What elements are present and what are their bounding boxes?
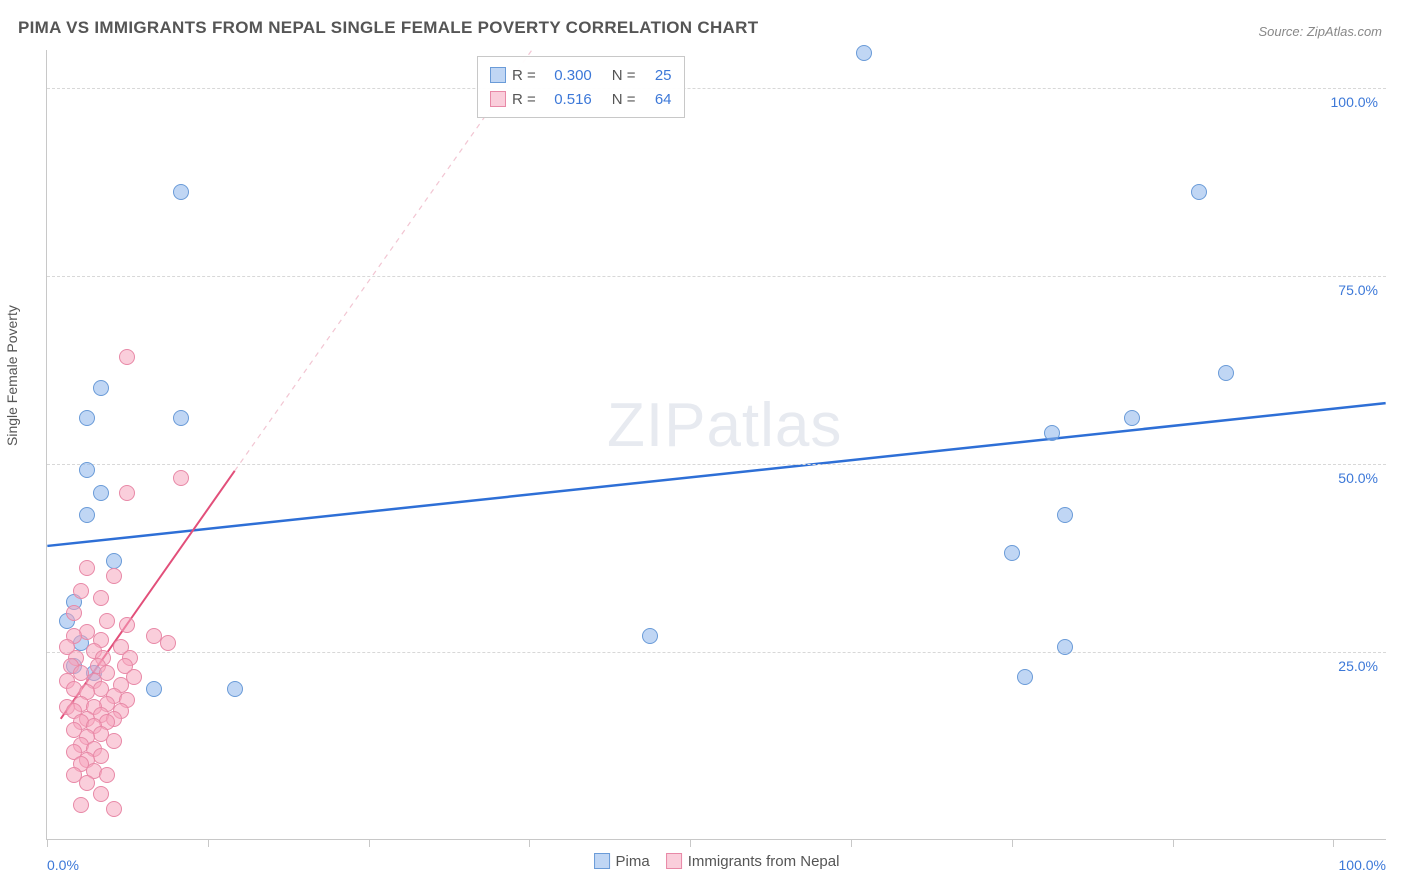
scatter-point [93, 786, 109, 802]
scatter-point [1191, 184, 1207, 200]
scatter-point [79, 775, 95, 791]
scatter-point [173, 184, 189, 200]
gridline [47, 652, 1386, 653]
x-tick [1012, 839, 1013, 847]
scatter-plot-area: ZIPatlas 25.0%50.0%75.0%100.0%0.0%100.0%… [46, 50, 1386, 840]
stat-r-label: R = [512, 67, 536, 84]
watermark: ZIPatlas [607, 390, 842, 461]
stat-n-value: 25 [642, 67, 672, 84]
scatter-point [119, 485, 135, 501]
legend-swatch [594, 853, 610, 869]
scatter-point [93, 590, 109, 606]
y-axis-label: Single Female Poverty [4, 305, 20, 446]
stat-n-value: 64 [642, 91, 672, 108]
x-right-label: 100.0% [1339, 857, 1386, 873]
scatter-point [93, 485, 109, 501]
stat-r-label: R = [512, 91, 536, 108]
scatter-point [93, 380, 109, 396]
stat-n-label: N = [612, 67, 636, 84]
gridline [47, 464, 1386, 465]
legend-swatch [490, 91, 506, 107]
y-tick-label: 25.0% [1338, 658, 1378, 674]
x-tick [369, 839, 370, 847]
scatter-point [99, 767, 115, 783]
scatter-point [106, 553, 122, 569]
x-left-label: 0.0% [47, 857, 79, 873]
scatter-point [106, 801, 122, 817]
scatter-point [119, 349, 135, 365]
scatter-point [1004, 545, 1020, 561]
scatter-point [1057, 639, 1073, 655]
x-tick [1333, 839, 1334, 847]
scatter-point [99, 613, 115, 629]
chart-title: PIMA VS IMMIGRANTS FROM NEPAL SINGLE FEM… [18, 18, 758, 38]
scatter-point [160, 635, 176, 651]
x-tick [47, 839, 48, 847]
series-name: Immigrants from Nepal [688, 853, 840, 870]
legend-swatch [490, 67, 506, 83]
scatter-point [856, 45, 872, 61]
stat-r-value: 0.516 [542, 91, 592, 108]
stat-n-label: N = [612, 91, 636, 108]
x-tick [851, 839, 852, 847]
scatter-point [227, 681, 243, 697]
x-tick [208, 839, 209, 847]
x-tick [690, 839, 691, 847]
scatter-point [79, 560, 95, 576]
scatter-point [93, 748, 109, 764]
y-tick-label: 100.0% [1331, 94, 1378, 110]
stat-legend: R = 0.300 N = 25 R = 0.516 N = 64 [477, 56, 685, 118]
series-legend-item: Pima [594, 849, 650, 873]
series-name: Pima [616, 853, 650, 870]
scatter-point [1124, 410, 1140, 426]
gridline [47, 276, 1386, 277]
trend-lines-layer [47, 50, 1386, 839]
scatter-point [1017, 669, 1033, 685]
scatter-point [79, 462, 95, 478]
scatter-point [642, 628, 658, 644]
scatter-point [1044, 425, 1060, 441]
stat-legend-row: R = 0.516 N = 64 [490, 87, 672, 111]
stat-legend-row: R = 0.300 N = 25 [490, 63, 672, 87]
series-legend: Pima Immigrants from Nepal [594, 849, 840, 873]
y-tick-label: 50.0% [1338, 470, 1378, 486]
source-label: Source: ZipAtlas.com [1258, 24, 1382, 39]
scatter-point [79, 507, 95, 523]
x-tick [1173, 839, 1174, 847]
scatter-point [119, 617, 135, 633]
series-legend-item: Immigrants from Nepal [666, 849, 840, 873]
scatter-point [1057, 507, 1073, 523]
scatter-point [173, 470, 189, 486]
scatter-point [79, 410, 95, 426]
y-tick-label: 75.0% [1338, 282, 1378, 298]
gridline [47, 88, 1386, 89]
scatter-point [106, 733, 122, 749]
trend-line [47, 403, 1385, 546]
scatter-point [106, 568, 122, 584]
x-tick [529, 839, 530, 847]
scatter-point [1218, 365, 1234, 381]
legend-swatch [666, 853, 682, 869]
scatter-point [66, 605, 82, 621]
stat-r-value: 0.300 [542, 67, 592, 84]
scatter-point [73, 797, 89, 813]
scatter-point [173, 410, 189, 426]
scatter-point [146, 681, 162, 697]
scatter-point [73, 583, 89, 599]
